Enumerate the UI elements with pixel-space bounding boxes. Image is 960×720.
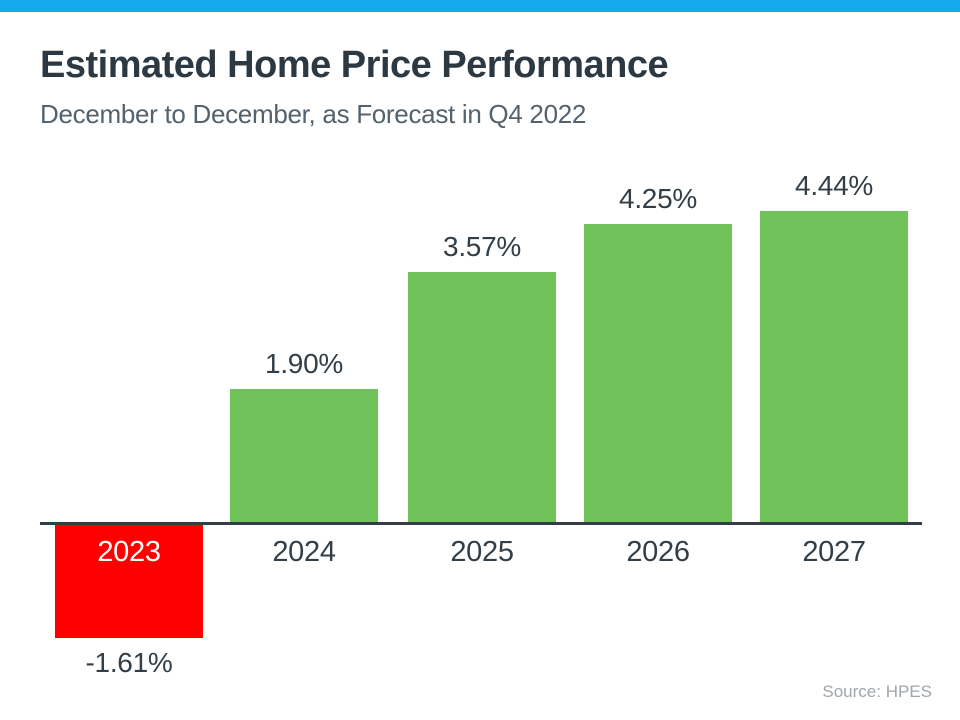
bar-2023 (55, 525, 203, 638)
bar-2027 (760, 211, 908, 522)
bar-value-label: -1.61% (85, 647, 173, 678)
source-note: Source: HPES (822, 682, 932, 701)
bar-category-label: 2025 (450, 536, 514, 568)
bar-category-label: 2024 (272, 536, 336, 568)
bar-2024 (230, 389, 378, 522)
bar-value-label: 1.90% (265, 348, 343, 379)
bar-2025 (408, 272, 556, 522)
bar-category-label: 2027 (802, 536, 866, 568)
bar-2026 (584, 224, 732, 522)
accent-strip (0, 0, 960, 12)
x-axis-line (40, 522, 922, 525)
bar-category-label: 2026 (626, 536, 690, 568)
page-title: Estimated Home Price Performance (40, 44, 669, 86)
bar-category-label: 2023 (97, 536, 161, 568)
bar-value-label: 4.25% (619, 183, 697, 214)
page-subtitle: December to December, as Forecast in Q4 … (40, 99, 587, 129)
bar-value-label: 3.57% (443, 231, 521, 262)
bar-value-label: 4.44% (795, 170, 873, 201)
